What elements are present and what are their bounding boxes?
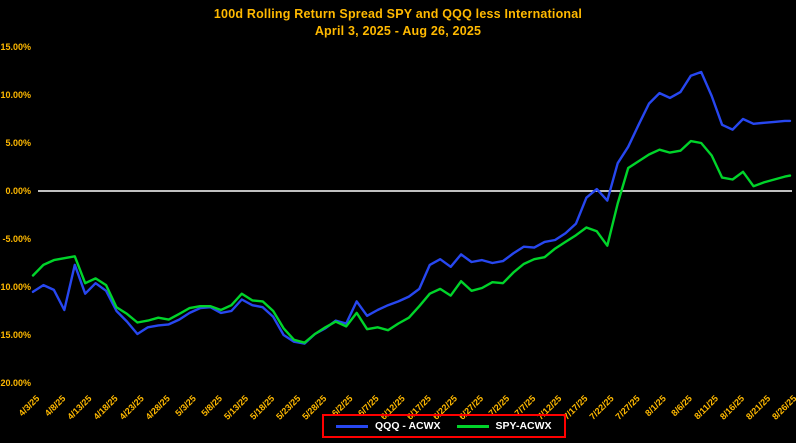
x-tick-label: 4/23/25 bbox=[118, 393, 146, 421]
qqq-line-swatch-icon bbox=[336, 424, 368, 428]
x-tick-label: 5/13/25 bbox=[222, 393, 250, 421]
chart-subtitle: April 3, 2025 - Aug 26, 2025 bbox=[314, 24, 482, 38]
qqq-acwx-line bbox=[31, 70, 792, 345]
spy-acwx-line bbox=[31, 139, 792, 344]
y-tick-label: -20.00% bbox=[0, 378, 31, 388]
x-tick-label: 7/27/25 bbox=[614, 393, 642, 421]
x-tick-label: 5/3/25 bbox=[173, 393, 198, 418]
x-tick-label: 8/6/25 bbox=[669, 393, 694, 418]
x-tick-label: 4/28/25 bbox=[144, 393, 172, 421]
y-tick-label: -5.00% bbox=[2, 234, 31, 244]
legend-item-qqq-acwx: QQQ - ACWX bbox=[336, 420, 441, 432]
y-tick-label: 0.00% bbox=[5, 186, 31, 196]
x-tick-label: 8/26/25 bbox=[770, 393, 796, 421]
legend: QQQ - ACWX SPY-ACWX bbox=[322, 414, 566, 438]
legend-label: SPY-ACWX bbox=[495, 420, 552, 432]
x-tick-label: 5/18/25 bbox=[248, 393, 276, 421]
x-tick-label: 5/8/25 bbox=[199, 393, 224, 418]
x-tick-label: 8/1/25 bbox=[643, 393, 668, 418]
legend-item-spy-acwx: SPY-ACWX bbox=[456, 420, 552, 432]
y-tick-label: 10.00% bbox=[0, 90, 31, 100]
x-tick-label: 7/22/25 bbox=[587, 393, 615, 421]
x-tick-label: 4/18/25 bbox=[91, 393, 119, 421]
legend-label: QQQ - ACWX bbox=[375, 420, 441, 432]
spy-line-swatch-icon bbox=[456, 424, 489, 428]
x-tick-label: 7/17/25 bbox=[561, 393, 589, 421]
x-tick-label: 4/8/25 bbox=[43, 393, 68, 418]
x-tick-label: 5/23/25 bbox=[274, 393, 302, 421]
y-tick-label: 5.00% bbox=[5, 138, 31, 148]
x-tick-label: 4/13/25 bbox=[65, 393, 93, 421]
x-tick-label: 8/21/25 bbox=[744, 393, 772, 421]
y-tick-label: 15.00% bbox=[0, 42, 31, 52]
x-tick-label: 4/3/25 bbox=[17, 393, 42, 418]
x-tick-label: 8/16/25 bbox=[718, 393, 746, 421]
x-tick-label: 8/11/25 bbox=[692, 393, 720, 421]
chart-title: 100d Rolling Return Spread SPY and QQQ l… bbox=[213, 7, 583, 21]
y-tick-label: -15.00% bbox=[0, 330, 31, 340]
y-tick-label: -10.00% bbox=[0, 282, 31, 292]
